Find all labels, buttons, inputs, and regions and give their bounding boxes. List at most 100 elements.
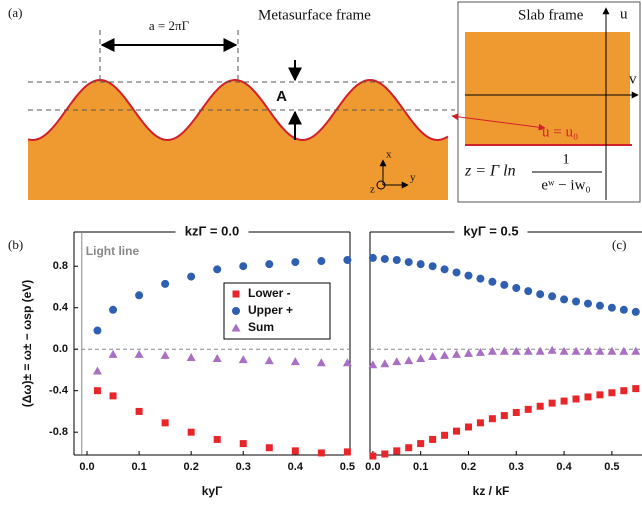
circle-marker <box>392 256 401 265</box>
square-marker <box>488 415 496 423</box>
square-marker <box>464 423 472 431</box>
square-marker <box>161 419 169 427</box>
u-label: u <box>620 6 628 22</box>
circle-marker <box>548 292 557 301</box>
triangle-marker <box>631 346 641 355</box>
triangle-marker <box>342 358 352 367</box>
circle-marker <box>109 305 118 314</box>
legend-box <box>223 282 331 340</box>
triangle-marker <box>499 346 509 355</box>
square-marker <box>441 431 449 439</box>
triangle-marker <box>535 346 545 355</box>
circle-marker <box>607 303 616 312</box>
square-marker <box>512 408 520 416</box>
square-marker <box>232 290 240 298</box>
circle-marker <box>595 301 604 310</box>
panel-label: (b) <box>8 237 23 252</box>
square-marker <box>135 407 143 415</box>
frame-title: Metasurface frame <box>258 7 371 23</box>
circle-marker <box>464 271 473 280</box>
x-tick-label: 0.2 <box>184 461 199 473</box>
legend-label: Upper + <box>248 303 293 317</box>
boundary-label: u = u₀ <box>542 124 578 140</box>
circle-marker <box>291 258 300 267</box>
square-marker <box>405 444 413 452</box>
square-marker <box>381 450 389 458</box>
triangle-marker <box>619 346 629 355</box>
panel-a: (a) a = 2πΓ A Metasurface frame x y z Sl… <box>8 1 641 203</box>
circle-marker <box>416 260 425 269</box>
square-marker <box>560 397 568 405</box>
x-axis-label: kyΓ <box>202 484 223 498</box>
triangle-marker <box>559 346 569 355</box>
circle-marker <box>161 279 170 288</box>
triangle-marker <box>595 346 605 355</box>
triangle-marker <box>290 357 300 366</box>
triangle-marker <box>511 346 521 355</box>
square-marker <box>500 412 508 420</box>
circle-marker <box>187 272 196 281</box>
circle-marker <box>440 265 449 274</box>
square-marker <box>524 405 532 413</box>
formula-num: 1 <box>562 151 570 167</box>
x-tick-label: 0.5 <box>340 461 355 473</box>
square-marker <box>548 399 556 407</box>
square-marker <box>572 395 580 403</box>
axis-out <box>376 180 386 190</box>
square-marker <box>476 419 484 427</box>
square-marker <box>393 447 401 455</box>
x-tick-label: 0.3 <box>509 461 524 473</box>
x-tick-label: 0.5 <box>604 461 619 473</box>
circle-marker <box>232 307 240 315</box>
triangle-marker <box>463 348 473 357</box>
frame-title: Slab frame <box>518 7 584 23</box>
x-tick-label: 0.0 <box>365 461 380 473</box>
y-tick-label: 0.8 <box>53 260 68 272</box>
x-tick-label: 0.2 <box>461 461 476 473</box>
axis-label: z <box>370 184 375 196</box>
circle-marker <box>404 258 413 267</box>
x-tick-label: 0.4 <box>556 461 572 473</box>
y-tick-label: -0.4 <box>49 385 69 397</box>
metasurface <box>28 80 448 200</box>
square-marker <box>109 392 117 400</box>
square-marker <box>239 440 247 448</box>
square-marker <box>417 440 425 448</box>
y-tick-label: -0.8 <box>49 426 68 438</box>
chart-title: kyΓ = 0.5 <box>463 223 518 238</box>
circle-marker <box>619 305 628 314</box>
square-marker <box>608 389 616 397</box>
circle-marker <box>476 274 485 283</box>
triangle-marker <box>440 350 450 359</box>
y-tick-label: 0.4 <box>53 302 69 314</box>
panel-label: (a) <box>8 5 22 20</box>
formula: z = Γ ln <box>464 163 516 180</box>
circle-marker <box>239 262 248 271</box>
panel-label: (c) <box>612 237 626 252</box>
circle-marker <box>583 299 592 308</box>
legend-label: Sum <box>248 320 274 334</box>
annotation: Light line <box>86 244 140 258</box>
square-marker <box>187 428 195 436</box>
circle-marker <box>524 287 533 296</box>
square-marker <box>317 449 325 457</box>
axis-label: x <box>386 149 392 161</box>
circle-marker <box>265 260 274 269</box>
triangle-marker <box>238 355 248 364</box>
triangle-marker <box>487 346 497 355</box>
triangle-marker <box>134 349 144 358</box>
square-marker <box>429 435 437 443</box>
square-marker <box>453 427 461 435</box>
x-tick-label: 0.1 <box>131 461 146 473</box>
axis-label: y <box>410 172 416 184</box>
square-marker <box>596 391 604 399</box>
circle-marker <box>428 262 437 271</box>
triangle-marker <box>231 323 241 332</box>
triangle-marker <box>547 345 557 354</box>
square-marker <box>343 448 351 456</box>
triangle-marker <box>92 366 102 375</box>
x-tick-label: 0.4 <box>288 461 304 473</box>
triangle-marker <box>212 354 222 363</box>
square-marker <box>93 387 101 395</box>
